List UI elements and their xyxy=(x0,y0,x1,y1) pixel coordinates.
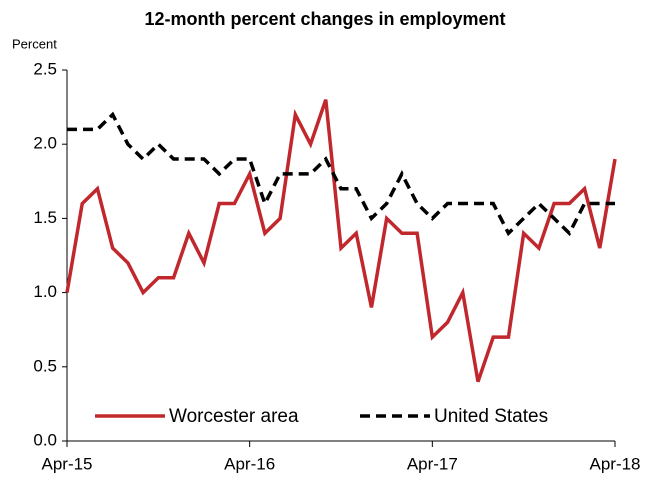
legend-label: Worcester area xyxy=(169,406,299,427)
x-tick-label: Apr-17 xyxy=(407,454,458,473)
y-axis-label: Percent xyxy=(12,36,57,51)
chart-title: 12-month percent changes in employment xyxy=(144,9,505,29)
legend-label: United States xyxy=(434,406,548,427)
y-tick-label: 1.0 xyxy=(33,282,57,301)
series-line xyxy=(67,111,615,237)
x-tick-label: Apr-18 xyxy=(589,454,640,473)
y-tick-label: 2.0 xyxy=(33,134,57,153)
legend-box xyxy=(85,399,590,433)
y-tick-label: 2.5 xyxy=(33,59,57,78)
x-tick-label: Apr-15 xyxy=(41,454,92,473)
x-tick-label: Apr-16 xyxy=(224,454,275,473)
y-tick-label: 1.5 xyxy=(33,208,57,227)
y-tick-label: 0.0 xyxy=(33,430,57,449)
y-tick-label: 0.5 xyxy=(33,356,57,375)
series-line xyxy=(65,99,617,383)
